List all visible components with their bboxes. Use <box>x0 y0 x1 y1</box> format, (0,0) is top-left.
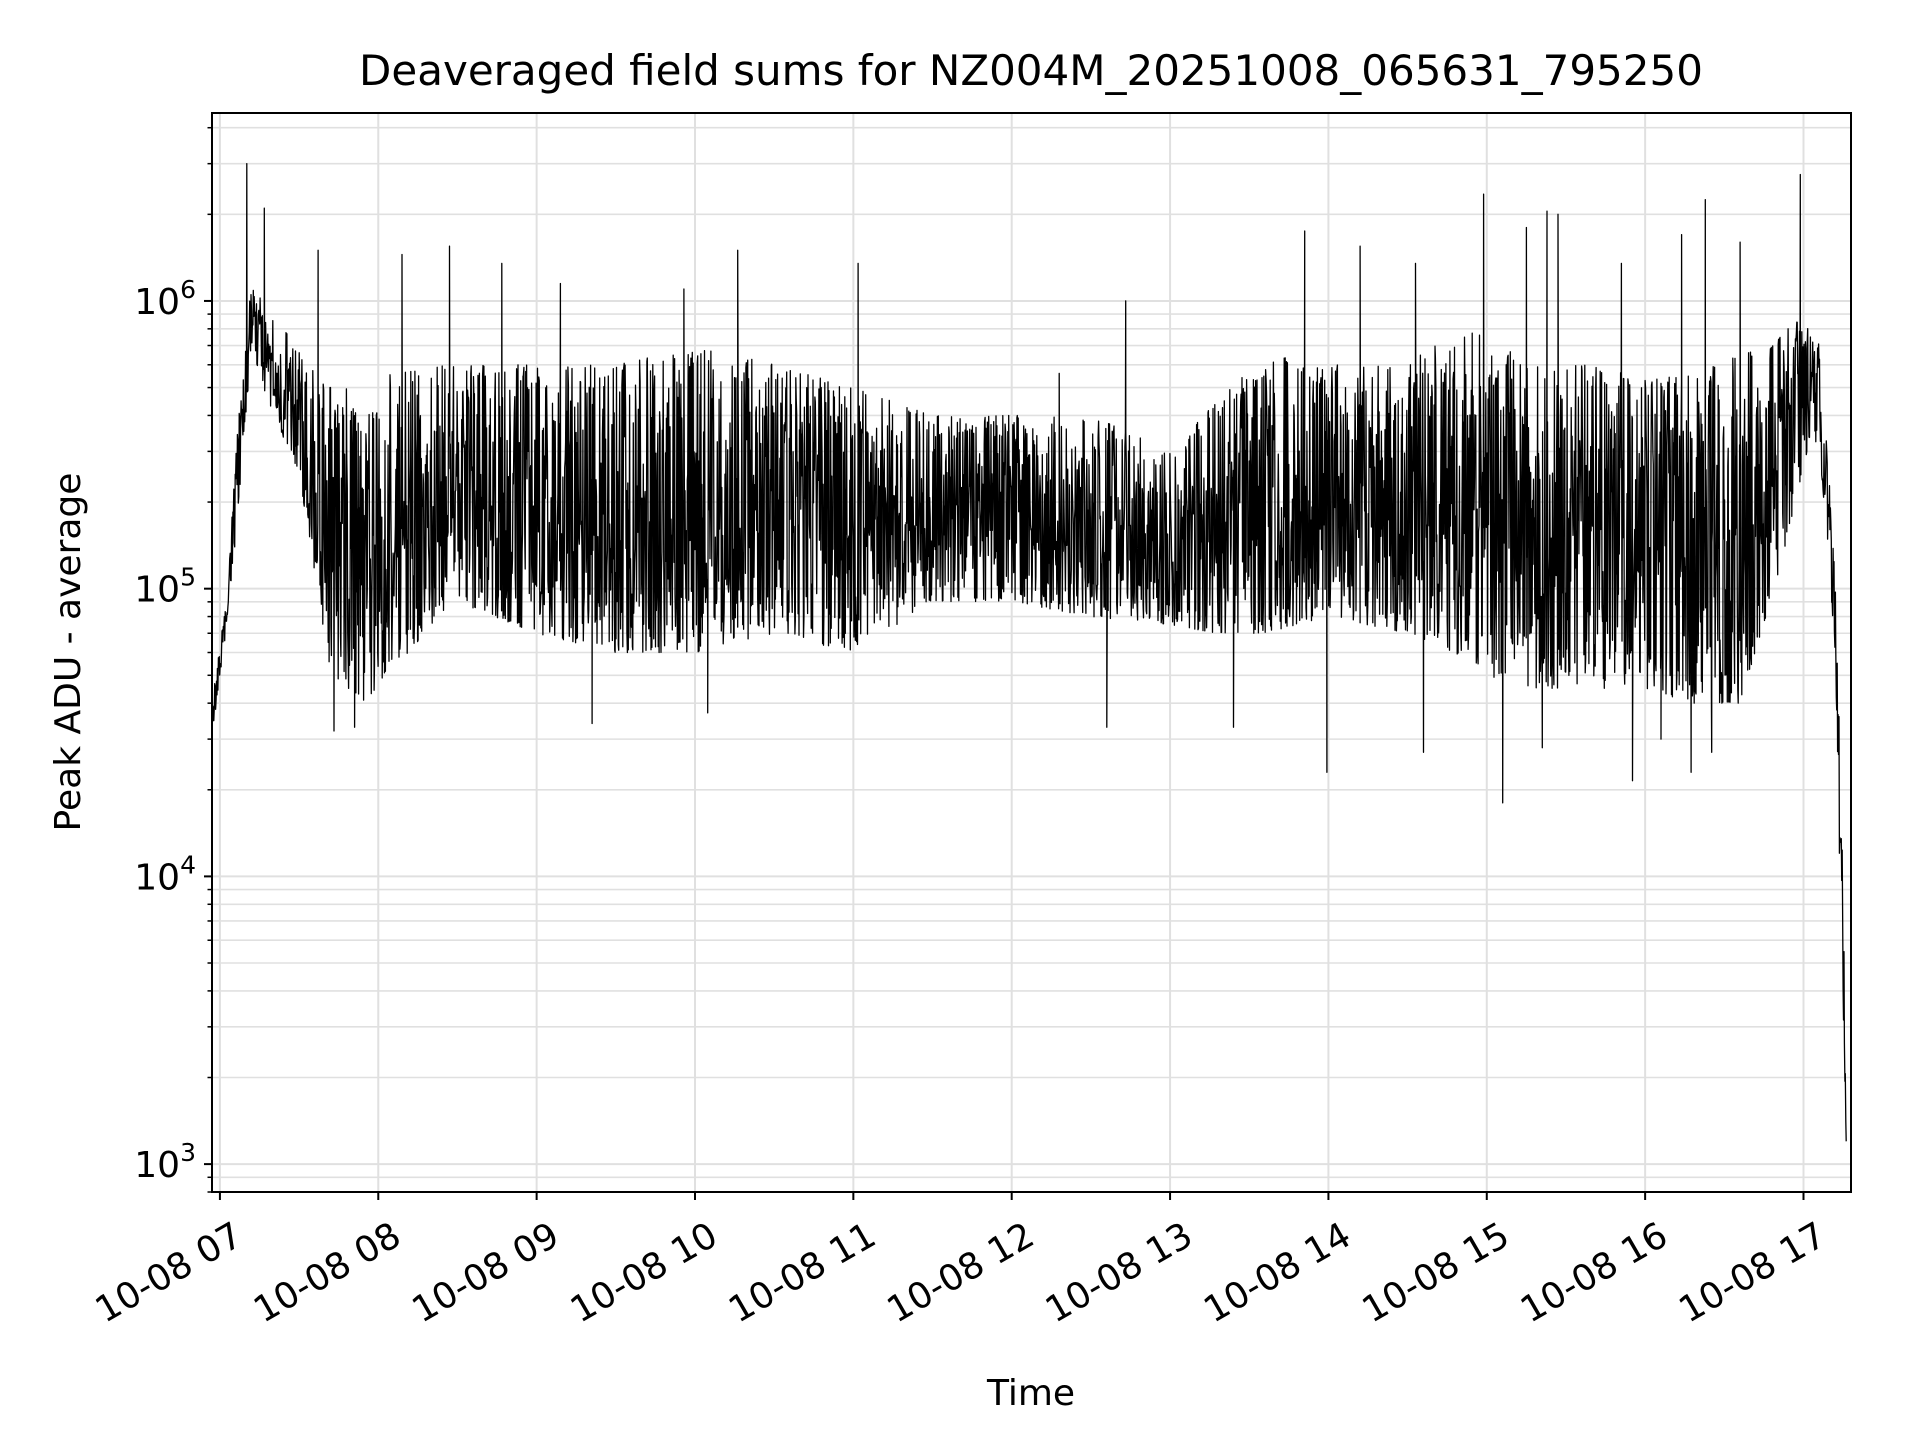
y-tick-label: 106 <box>134 275 196 323</box>
x-axis-label: Time <box>986 1373 1075 1414</box>
y-tick-label: 105 <box>134 563 196 611</box>
y-tick-label: 104 <box>134 850 196 898</box>
chart-title: Deaveraged field sums for NZ004M_2025100… <box>359 46 1703 95</box>
y-tick-label: 103 <box>134 1138 196 1186</box>
y-axis-label: Peak ADU - average <box>48 473 89 832</box>
series-layer <box>212 163 1847 1142</box>
series-line <box>212 163 1847 1142</box>
